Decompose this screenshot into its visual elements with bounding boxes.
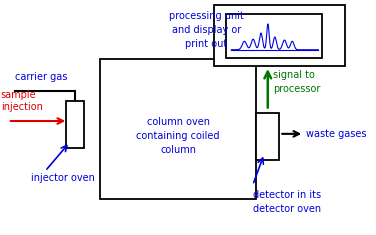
Text: carrier gas: carrier gas	[15, 72, 67, 82]
Text: detector in its
detector oven: detector in its detector oven	[253, 190, 321, 214]
Bar	[226, 14, 322, 58]
Bar	[66, 101, 84, 148]
Text: sample
injection: sample injection	[1, 90, 42, 112]
Text: waste gases: waste gases	[306, 129, 367, 139]
Bar	[214, 5, 345, 66]
Bar	[256, 113, 279, 160]
Text: signal to
processor: signal to processor	[273, 70, 320, 94]
Text: column oven
containing coiled
column: column oven containing coiled column	[136, 117, 220, 155]
Text: processing unit
and display or
print out: processing unit and display or print out	[169, 11, 244, 49]
Bar	[100, 59, 256, 199]
Text: injector oven: injector oven	[31, 173, 95, 183]
